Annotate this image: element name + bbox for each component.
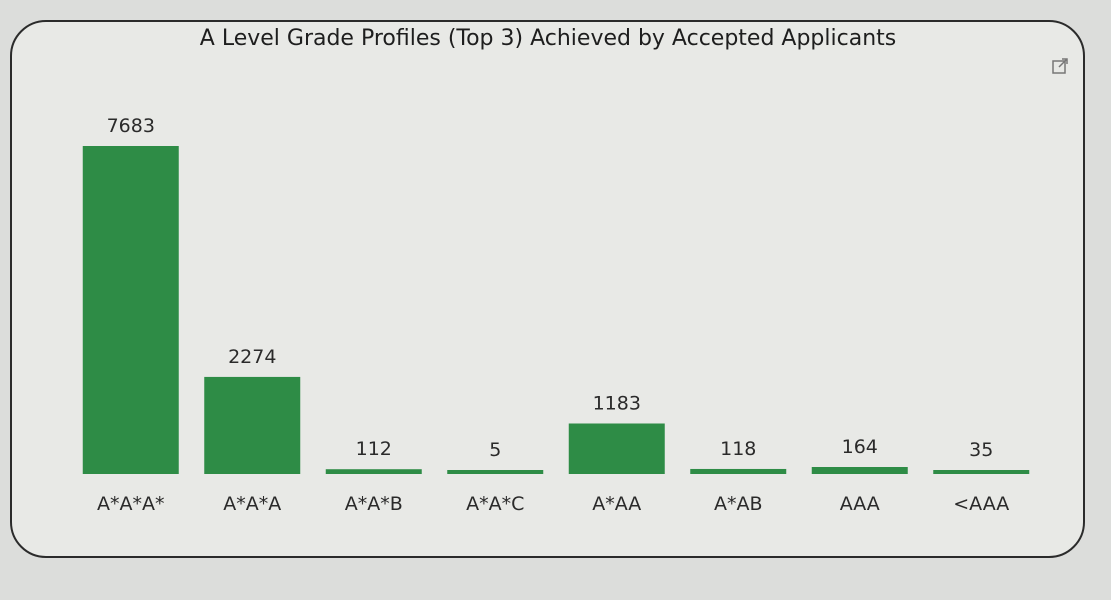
bar-1[interactable] [204,376,301,474]
data-label-3: 5 [489,439,501,461]
x-tick-label-7: <AAA [953,493,1009,515]
bar-6[interactable] [811,466,908,474]
x-tick-label-3: A*A*C [466,493,524,515]
data-label-6: 164 [842,436,878,458]
data-label-1: 2274 [228,346,276,368]
bar-7[interactable] [933,470,1030,474]
data-label-4: 1183 [593,392,641,414]
data-label-2: 112 [356,438,392,460]
focus-mode-icon[interactable] [1050,56,1070,76]
data-label-7: 35 [969,439,993,461]
bar-2[interactable] [325,469,422,474]
bar-0[interactable] [82,146,179,474]
x-tick-label-5: A*AB [714,493,763,515]
bar-5[interactable] [690,468,787,474]
x-tick-label-0: A*A*A* [97,493,165,515]
data-label-5: 118 [720,438,756,460]
x-tick-label-6: AAA [840,493,880,515]
chart-title: A Level Grade Profiles (Top 3) Achieved … [199,26,897,51]
x-tick-label-1: A*A*A [223,493,281,515]
bar-4[interactable] [568,423,665,474]
bar-3[interactable] [447,470,544,474]
x-tick-label-4: A*AA [592,493,641,515]
x-tick-label-2: A*A*B [345,493,403,515]
data-label-0: 7683 [107,115,155,137]
